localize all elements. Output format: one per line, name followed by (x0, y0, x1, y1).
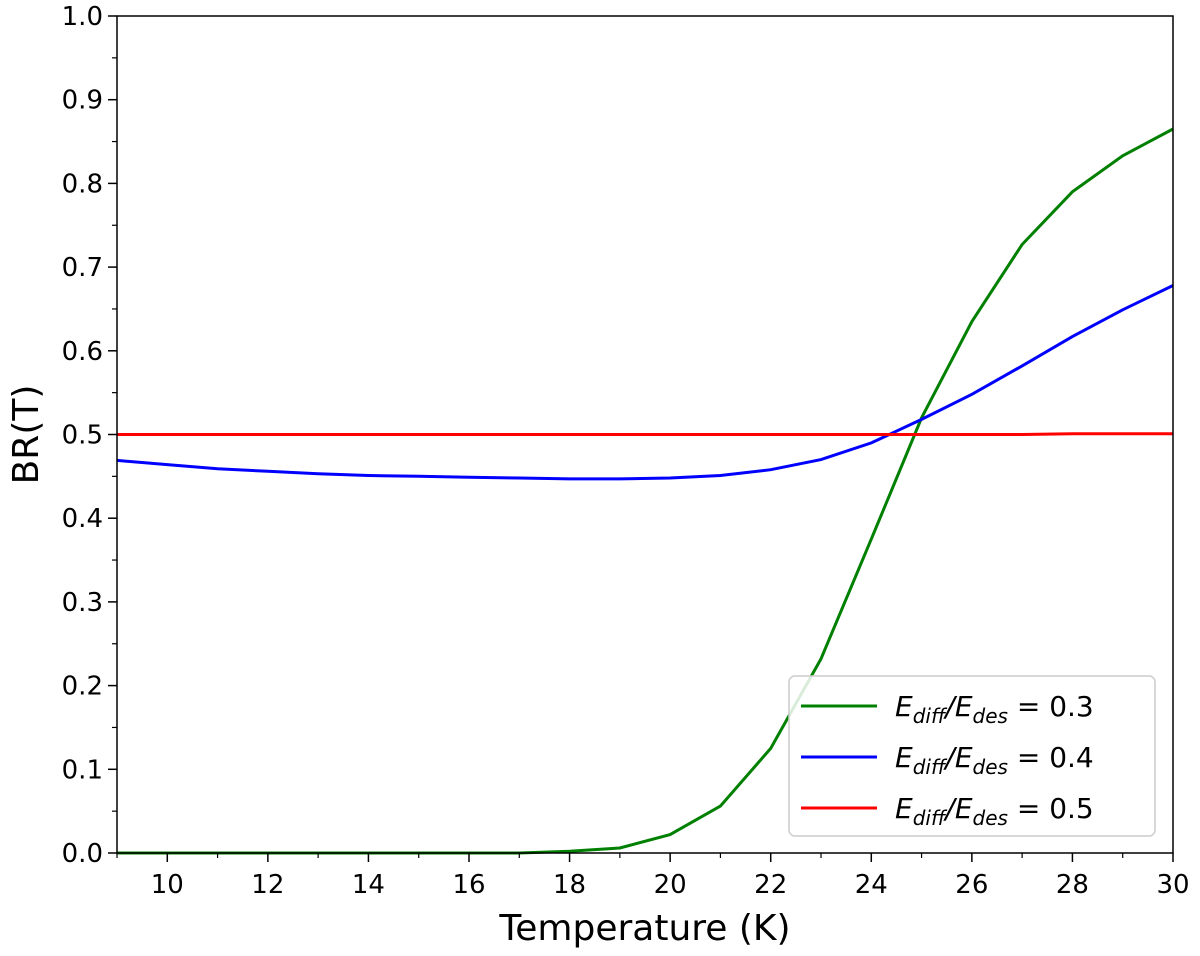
x-axis-ticks: 10 12 14 16 18 20 22 24 26 28 30 (116, 853, 1190, 900)
x-tick-label: 20 (654, 870, 687, 900)
y-tick-label: 0.0 (62, 839, 103, 869)
series-line-2 (116, 284, 1174, 481)
y-tick-label: 1.0 (62, 2, 103, 32)
y-tick-label: 0.2 (62, 672, 103, 702)
x-tick-label: 30 (1156, 870, 1189, 900)
x-tick-label: 26 (955, 870, 988, 900)
y-axis-ticks: 0.0 0.1 0.2 0.3 0.4 0.5 0.6 0.7 0.8 0.9 1.0 (62, 2, 117, 869)
x-tick-label: 16 (452, 870, 485, 900)
x-tick-label: 24 (855, 870, 888, 900)
y-tick-label: 0.8 (62, 169, 103, 199)
x-tick-label: 10 (151, 870, 184, 900)
x-tick-label: 22 (754, 870, 787, 900)
y-tick-label: 0.6 (62, 337, 103, 367)
y-tick-label: 0.4 (62, 504, 103, 534)
y-tick-label: 0.9 (62, 86, 103, 116)
legend-label: Ediff/Edes = 0.4 (895, 741, 1094, 779)
y-tick-label: 0.1 (62, 755, 103, 785)
x-tick-label: 18 (553, 870, 586, 900)
y-tick-label: 0.5 (62, 421, 103, 451)
x-tick-label: 28 (1056, 870, 1089, 900)
x-tick-label: 14 (352, 870, 385, 900)
y-tick-label: 0.7 (62, 253, 103, 283)
legend-label: Ediff/Edes = 0.5 (895, 792, 1094, 830)
legend-label: Ediff/Edes = 0.3 (895, 690, 1094, 728)
y-axis-title: BR(T) (6, 385, 47, 485)
x-axis-title: Temperature (K) (498, 908, 790, 949)
series-line-3 (117, 432, 1173, 436)
legend-box (788, 675, 1156, 837)
y-tick-label: 0.3 (62, 588, 103, 618)
legend: Ediff/Edes = 0.3 Ediff/Edes = 0.4 Ediff/Ed… (788, 675, 1156, 837)
x-tick-label: 12 (251, 870, 284, 900)
